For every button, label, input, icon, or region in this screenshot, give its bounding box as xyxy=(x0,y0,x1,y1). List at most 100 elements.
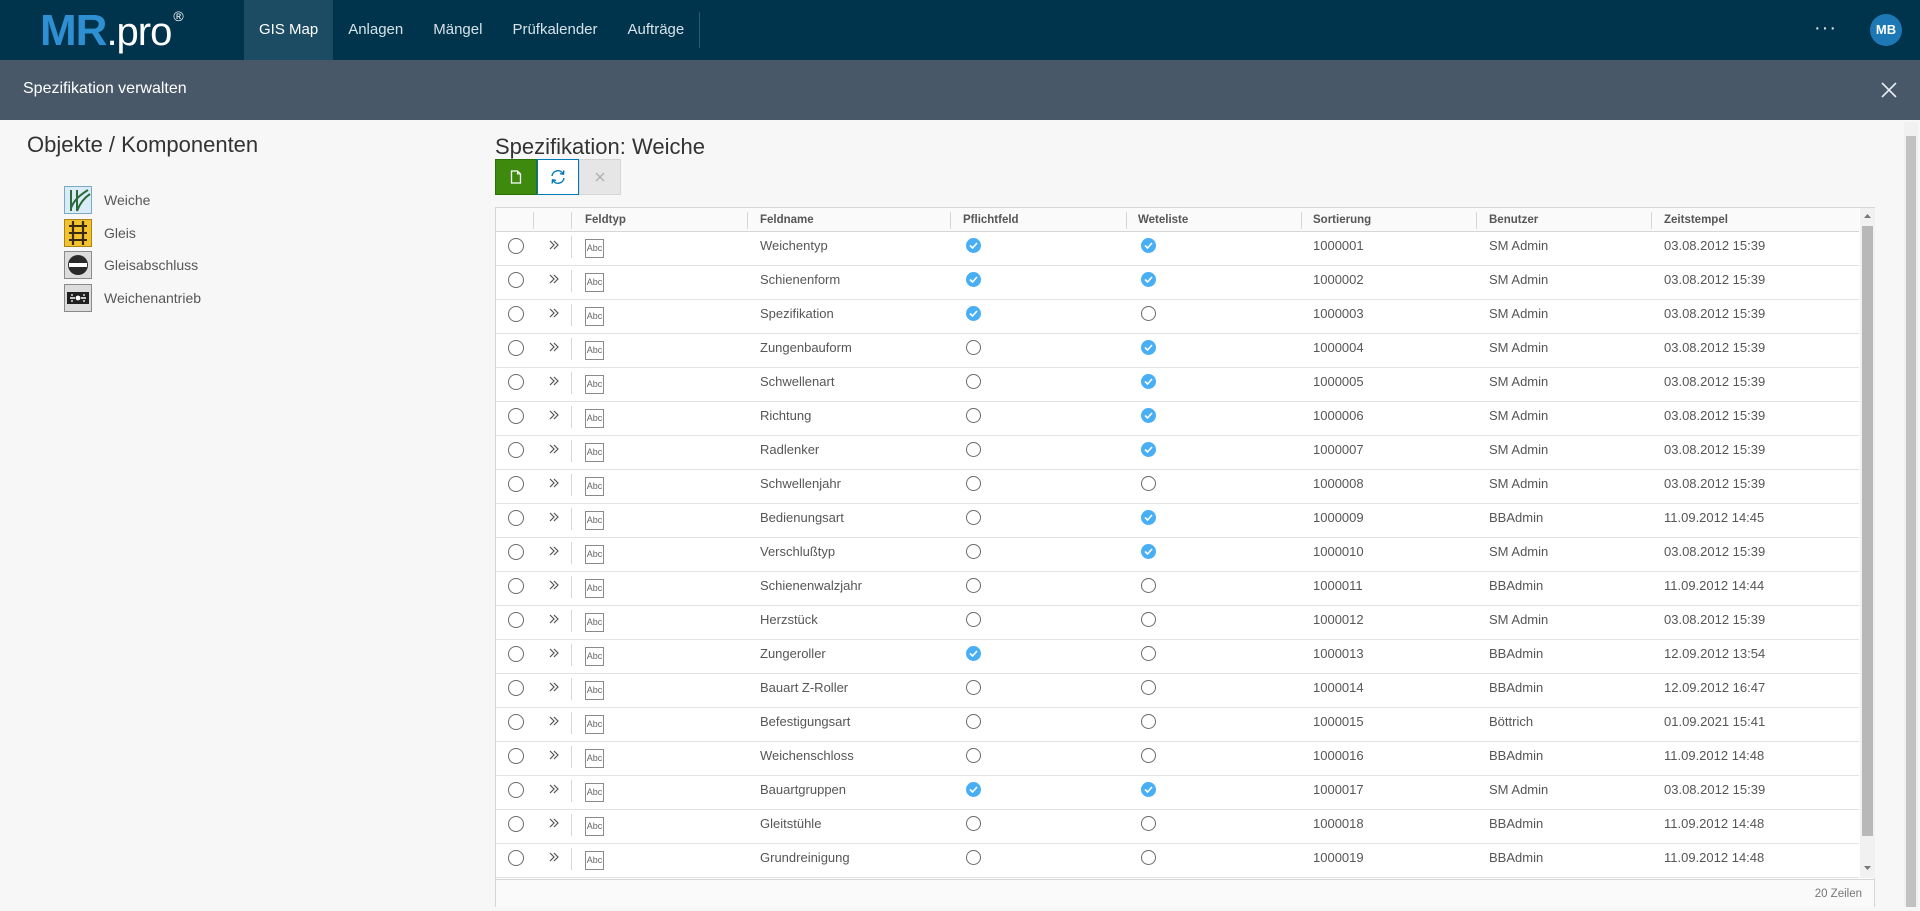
pflichtfeld-checkbox[interactable] xyxy=(966,340,981,355)
row-select-radio[interactable] xyxy=(508,408,524,424)
row-select-radio[interactable] xyxy=(508,782,524,798)
pflichtfeld-checkbox[interactable] xyxy=(966,408,981,423)
row-select-radio[interactable] xyxy=(508,510,524,526)
werteliste-checkbox[interactable] xyxy=(1141,680,1156,695)
pflichtfeld-checkbox[interactable] xyxy=(966,612,981,627)
nav-item-auftraege[interactable]: Aufträge xyxy=(627,21,685,38)
table-row[interactable]: Abc Grundreinigung 1000019 BBAdmin 11.09.201… xyxy=(496,844,1859,878)
column-separator[interactable] xyxy=(1126,212,1127,229)
table-row[interactable]: Abc Schwellenart 1000005 SM Admin 03.08.2012… xyxy=(496,368,1859,402)
pflichtfeld-checkbox[interactable] xyxy=(966,680,981,695)
scroll-up-icon[interactable] xyxy=(1860,210,1875,222)
table-row[interactable]: Abc Bauartgruppen 1000017 SM Admin 03.08.201… xyxy=(496,776,1859,810)
werteliste-checkbox[interactable] xyxy=(1141,408,1156,423)
column-separator[interactable] xyxy=(533,212,534,229)
refresh-button[interactable] xyxy=(537,159,579,195)
werteliste-checkbox[interactable] xyxy=(1141,510,1156,525)
column-separator[interactable] xyxy=(1651,212,1652,229)
expand-row-icon[interactable] xyxy=(547,442,561,456)
table-row[interactable]: Abc Spezifikation 1000003 SM Admin 03.08.201… xyxy=(496,300,1859,334)
row-select-radio[interactable] xyxy=(508,476,524,492)
row-select-radio[interactable] xyxy=(508,646,524,662)
table-row[interactable]: Abc Schienenwalzjahr 1000011 BBAdmin 11.09.2… xyxy=(496,572,1859,606)
werteliste-checkbox[interactable] xyxy=(1141,306,1156,321)
delete-button[interactable] xyxy=(579,159,621,195)
werteliste-checkbox[interactable] xyxy=(1141,850,1156,865)
expand-row-icon[interactable] xyxy=(547,782,561,796)
app-logo[interactable]: MR .pro ® xyxy=(40,8,184,55)
werteliste-checkbox[interactable] xyxy=(1141,612,1156,627)
table-row[interactable]: Abc Weichentyp 1000001 SM Admin 03.08.2012 1… xyxy=(496,232,1859,266)
pflichtfeld-checkbox[interactable] xyxy=(966,714,981,729)
table-row[interactable]: Abc Befestigungsart 1000015 Böttrich 01.09.2… xyxy=(496,708,1859,742)
column-header-feldname[interactable]: Feldname xyxy=(760,214,814,226)
row-select-radio[interactable] xyxy=(508,306,524,322)
row-select-radio[interactable] xyxy=(508,612,524,628)
pflichtfeld-checkbox[interactable] xyxy=(966,306,981,321)
expand-row-icon[interactable] xyxy=(547,408,561,422)
pflichtfeld-checkbox[interactable] xyxy=(966,578,981,593)
werteliste-checkbox[interactable] xyxy=(1141,714,1156,729)
pflichtfeld-checkbox[interactable] xyxy=(966,850,981,865)
column-header-sortierung[interactable]: Sortierung xyxy=(1313,214,1372,226)
expand-row-icon[interactable] xyxy=(547,340,561,354)
column-separator[interactable] xyxy=(1476,212,1477,229)
scroll-down-icon[interactable] xyxy=(1860,862,1875,874)
column-header-benutzer[interactable]: Benutzer xyxy=(1489,214,1539,226)
werteliste-checkbox[interactable] xyxy=(1141,646,1156,661)
expand-row-icon[interactable] xyxy=(547,238,561,252)
table-row[interactable]: Abc Bedienungsart 1000009 BBAdmin 11.09.2012… xyxy=(496,504,1859,538)
expand-row-icon[interactable] xyxy=(547,646,561,660)
user-avatar[interactable]: MB xyxy=(1870,14,1902,46)
werteliste-checkbox[interactable] xyxy=(1141,340,1156,355)
expand-row-icon[interactable] xyxy=(547,680,561,694)
more-menu-icon[interactable]: ··· xyxy=(1814,17,1837,39)
row-select-radio[interactable] xyxy=(508,680,524,696)
row-select-radio[interactable] xyxy=(508,442,524,458)
new-entry-button[interactable] xyxy=(495,159,537,195)
expand-row-icon[interactable] xyxy=(547,714,561,728)
table-row[interactable]: Abc Richtung 1000006 SM Admin 03.08.2012 15:… xyxy=(496,402,1859,436)
expand-row-icon[interactable] xyxy=(547,578,561,592)
tree-item-gleis[interactable]: Gleis xyxy=(64,217,201,250)
werteliste-checkbox[interactable] xyxy=(1141,748,1156,763)
row-select-radio[interactable] xyxy=(508,578,524,594)
tree-item-weiche[interactable]: Weiche xyxy=(64,184,201,217)
grid-scroll-thumb[interactable] xyxy=(1862,226,1873,836)
werteliste-checkbox[interactable] xyxy=(1141,544,1156,559)
pflichtfeld-checkbox[interactable] xyxy=(966,816,981,831)
expand-row-icon[interactable] xyxy=(547,816,561,830)
row-select-radio[interactable] xyxy=(508,816,524,832)
expand-row-icon[interactable] xyxy=(547,510,561,524)
table-row[interactable]: Abc Weichenschloss 1000016 BBAdmin 11.09.201… xyxy=(496,742,1859,776)
row-select-radio[interactable] xyxy=(508,238,524,254)
row-select-radio[interactable] xyxy=(508,544,524,560)
expand-row-icon[interactable] xyxy=(547,850,561,864)
close-icon[interactable] xyxy=(1878,79,1900,101)
table-row[interactable]: Abc Bauart Z-Roller 1000014 BBAdmin 12.09.20… xyxy=(496,674,1859,708)
werteliste-checkbox[interactable] xyxy=(1141,374,1156,389)
expand-row-icon[interactable] xyxy=(547,612,561,626)
column-header-werteliste[interactable]: Weteliste xyxy=(1138,214,1189,226)
row-select-radio[interactable] xyxy=(508,374,524,390)
column-separator[interactable] xyxy=(571,212,572,229)
werteliste-checkbox[interactable] xyxy=(1141,442,1156,457)
table-row[interactable]: Abc Herzstück 1000012 SM Admin 03.08.2012 15… xyxy=(496,606,1859,640)
column-separator[interactable] xyxy=(1301,212,1302,229)
table-row[interactable]: Abc Radlenker 1000007 SM Admin 03.08.2012 15… xyxy=(496,436,1859,470)
pflichtfeld-checkbox[interactable] xyxy=(966,476,981,491)
pflichtfeld-checkbox[interactable] xyxy=(966,510,981,525)
nav-item-gis-map[interactable]: GIS Map xyxy=(244,0,334,60)
pflichtfeld-checkbox[interactable] xyxy=(966,646,981,661)
werteliste-checkbox[interactable] xyxy=(1141,578,1156,593)
werteliste-checkbox[interactable] xyxy=(1141,816,1156,831)
column-header-feldtyp[interactable]: Feldtyp xyxy=(585,214,626,226)
nav-item-pruefkalender[interactable]: Prüfkalender xyxy=(512,21,598,38)
pflichtfeld-checkbox[interactable] xyxy=(966,544,981,559)
expand-row-icon[interactable] xyxy=(547,748,561,762)
row-select-radio[interactable] xyxy=(508,340,524,356)
pflichtfeld-checkbox[interactable] xyxy=(966,238,981,253)
row-select-radio[interactable] xyxy=(508,850,524,866)
expand-row-icon[interactable] xyxy=(547,306,561,320)
row-select-radio[interactable] xyxy=(508,748,524,764)
